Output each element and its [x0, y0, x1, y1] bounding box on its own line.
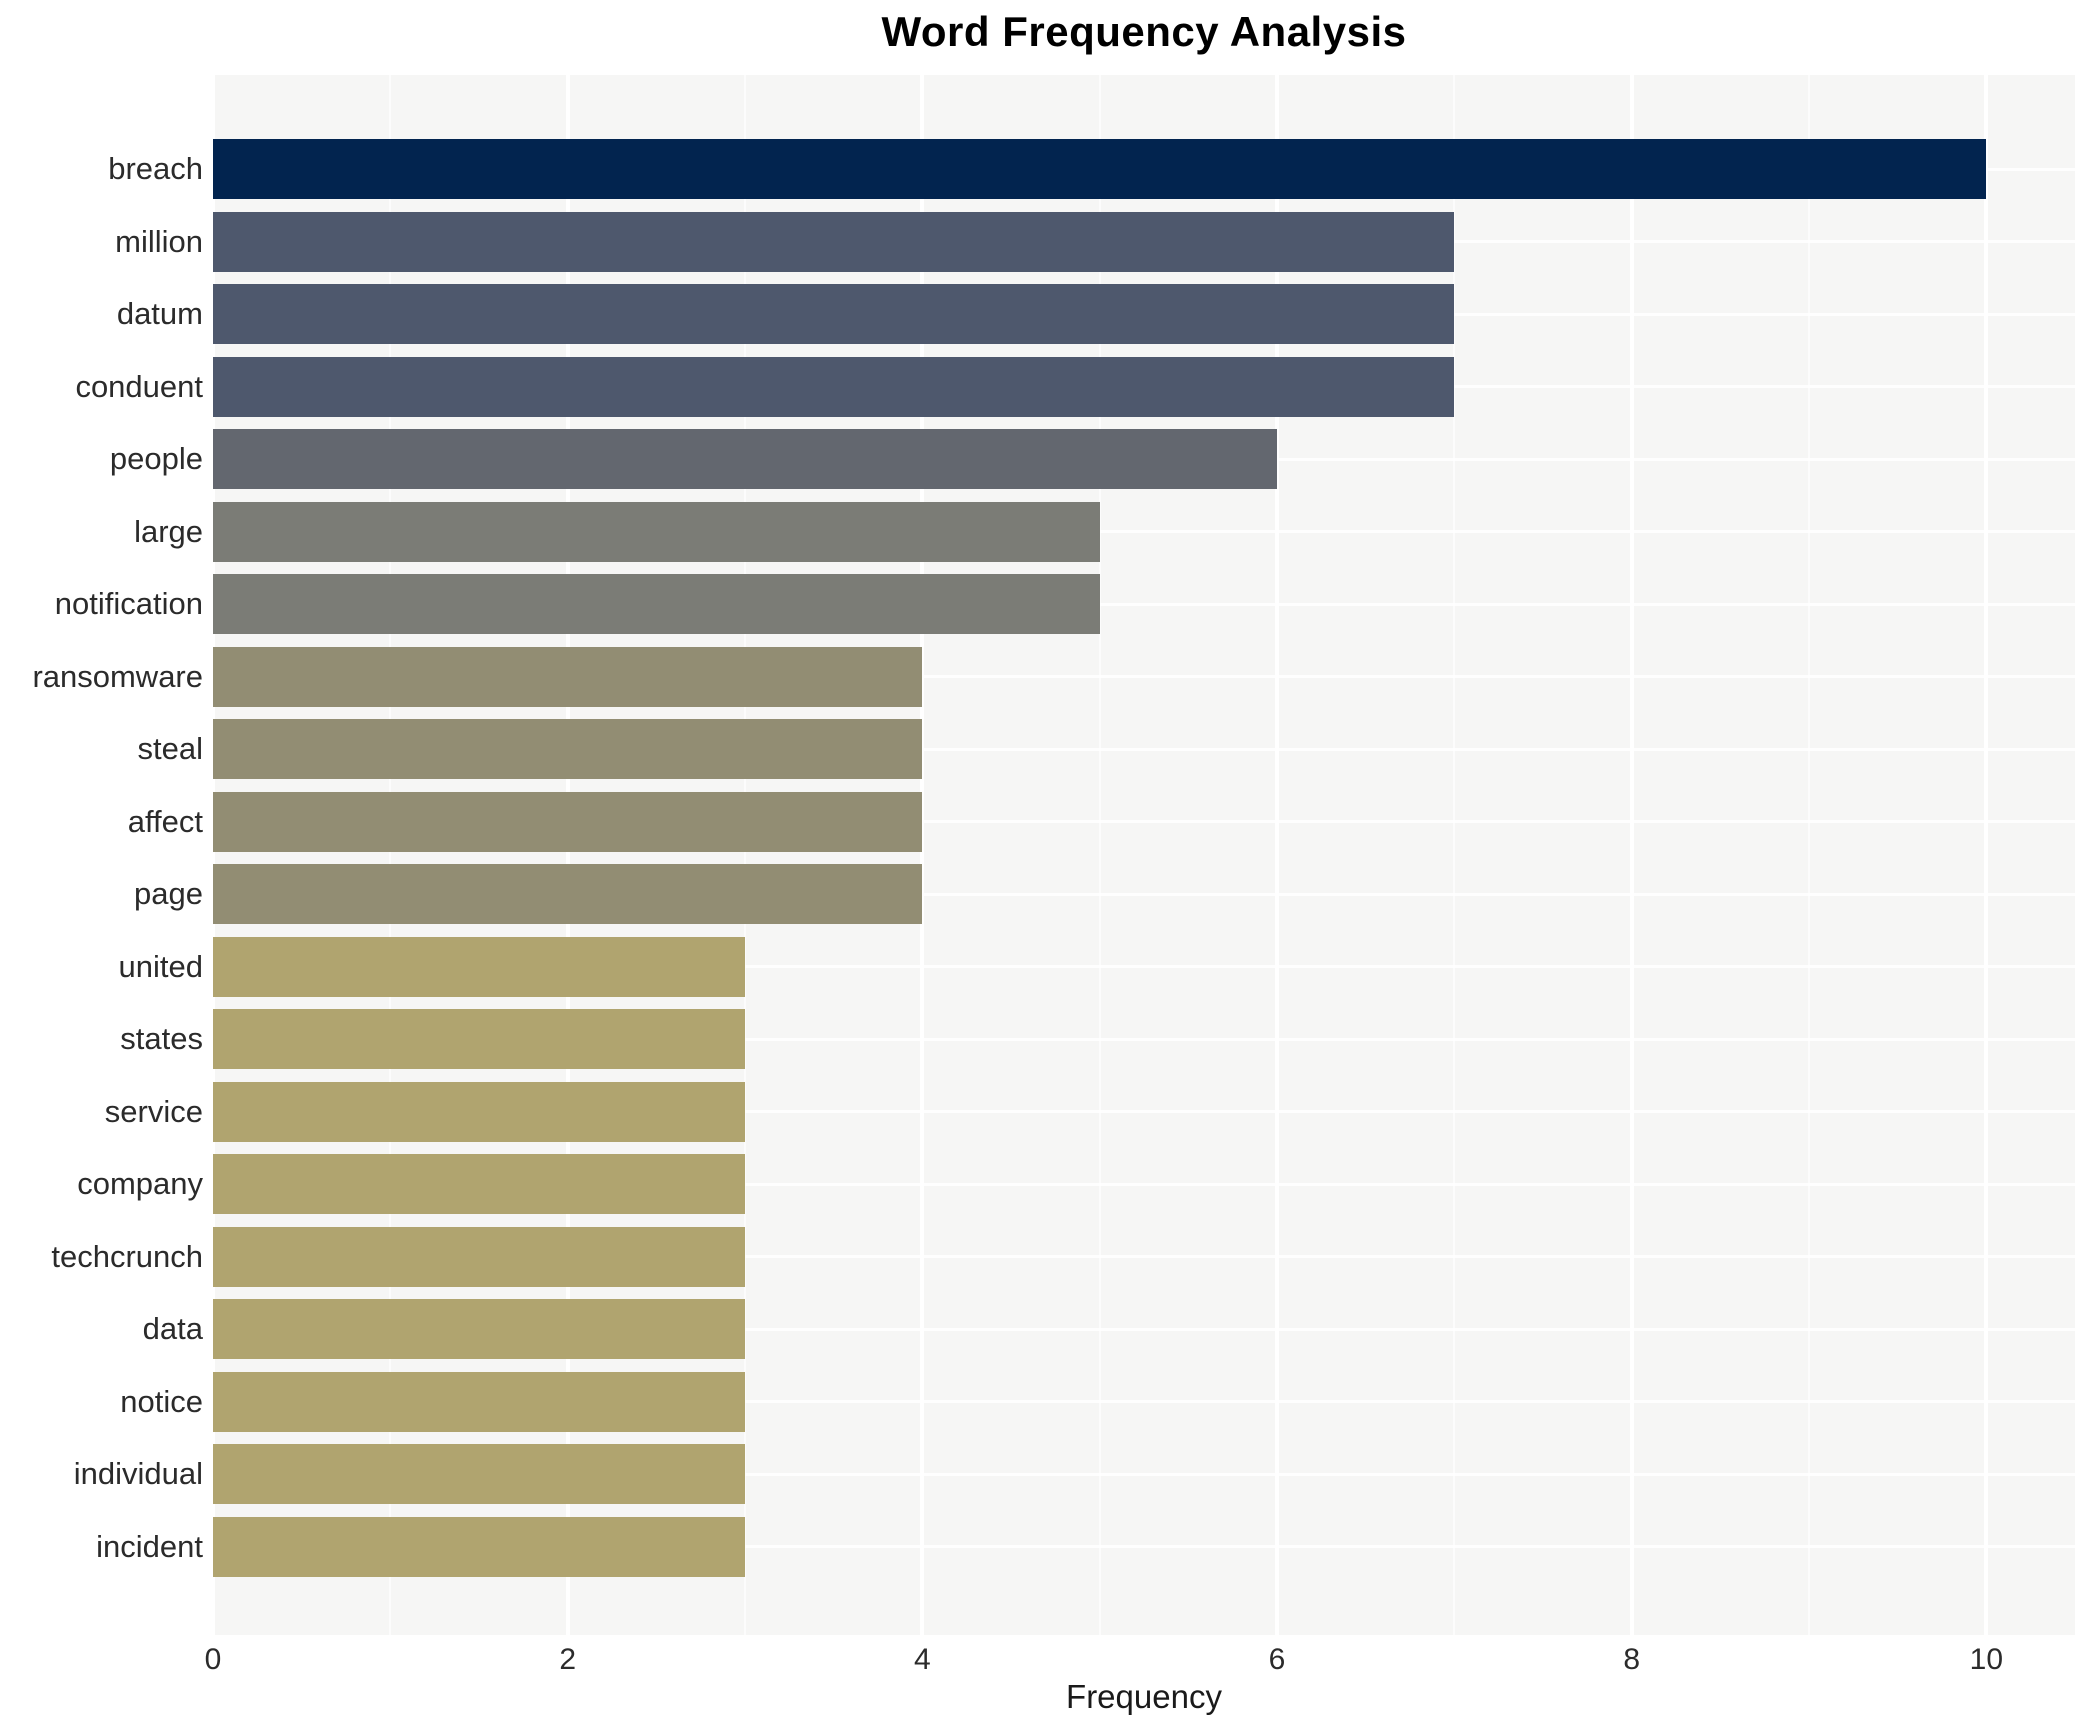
bar-row: ransomware — [32, 646, 2075, 707]
bar — [213, 1081, 745, 1142]
chart-title: Word Frequency Analysis — [881, 8, 1407, 55]
category-label: affect — [127, 803, 203, 839]
category-gridline — [213, 1400, 2075, 1404]
bar — [213, 646, 923, 707]
major-gridline — [920, 75, 925, 1635]
bar-row: datum — [117, 284, 2075, 345]
category-gridline — [213, 1182, 2075, 1186]
bar-row: notification — [55, 574, 2075, 635]
bar-rows: breach million datum conduent people large not… — [32, 75, 2075, 1635]
category-label: large — [134, 513, 203, 549]
category-gridline — [213, 1255, 2075, 1259]
category-label: page — [134, 876, 203, 912]
bar-row: affect — [128, 791, 2075, 852]
bar — [213, 864, 923, 925]
bar — [213, 1226, 745, 1287]
major-gridline — [211, 75, 215, 1635]
bar-row: service — [105, 1081, 2075, 1142]
bar — [213, 211, 1455, 272]
minor-gridline — [1098, 75, 1101, 1635]
bar — [213, 1444, 745, 1505]
category-label: ransomware — [32, 658, 203, 694]
category-label: techcrunch — [51, 1238, 203, 1274]
bar — [213, 356, 1455, 417]
minor-gridline — [744, 75, 746, 1635]
major-gridline — [565, 75, 570, 1635]
bar-row: people — [110, 429, 2075, 490]
bar-row: steal — [138, 719, 2075, 780]
bar — [213, 1516, 745, 1577]
category-label: million — [115, 223, 203, 259]
category-label: incident — [96, 1528, 203, 1564]
bar — [213, 501, 1100, 562]
bar-row: incident — [96, 1516, 2075, 1577]
bar-row: conduent — [75, 356, 2075, 417]
x-tick-label: 4 — [913, 1643, 931, 1676]
category-label: service — [104, 1093, 203, 1129]
category-gridline — [213, 965, 2075, 969]
bar — [213, 284, 1455, 345]
bar-row: million — [115, 211, 2075, 272]
x-tick-label: 2 — [559, 1643, 576, 1676]
major-gridline — [1629, 75, 1634, 1635]
category-label: breach — [108, 151, 203, 186]
bar — [213, 139, 1987, 199]
bar-row: united — [119, 936, 2075, 997]
category-gridline — [213, 530, 2075, 534]
minor-gridline — [1453, 75, 1456, 1635]
x-tick-label: 8 — [1623, 1643, 1640, 1676]
x-axis: 0 2 4 6 8 10 — [205, 1643, 2075, 1683]
category-gridline — [213, 892, 2075, 896]
category-gridline — [213, 820, 2075, 824]
category-label: company — [77, 1166, 203, 1202]
bar — [213, 429, 1277, 490]
bar — [213, 791, 923, 852]
bar — [213, 936, 745, 997]
bar — [213, 1299, 745, 1360]
bar-row: company — [77, 1154, 2075, 1215]
x-tick-label: 10 — [1969, 1643, 2004, 1676]
x-axis-title: Frequency — [1066, 1678, 1222, 1715]
bar-row: states — [120, 1009, 2075, 1070]
bar-row: techcrunch — [51, 1226, 2075, 1287]
category-label: data — [142, 1311, 203, 1347]
category-gridline — [213, 747, 2075, 751]
x-tick-label: 6 — [1268, 1643, 1286, 1676]
category-label: notice — [120, 1383, 203, 1419]
bar-row: individual — [74, 1444, 2075, 1505]
major-gridline — [1275, 75, 1279, 1635]
plot-area: breach million datum conduent people large not… — [32, 75, 2075, 1635]
major-gridline — [1984, 75, 1989, 1635]
bar-row: breach — [108, 139, 2075, 199]
category-label: individual — [73, 1456, 203, 1492]
minor-gridline — [389, 75, 392, 1635]
bar — [213, 1371, 745, 1432]
category-gridline — [213, 1327, 2075, 1331]
bar-row: notice — [120, 1371, 2075, 1432]
category-gridline — [213, 1110, 2075, 1114]
category-gridline — [213, 675, 2075, 679]
category-gridline — [213, 1545, 2075, 1549]
category-gridline — [213, 1037, 2075, 1041]
bar-row: page — [134, 864, 2075, 925]
category-label: people — [109, 441, 203, 477]
bar — [213, 719, 923, 780]
category-label: notification — [54, 586, 203, 622]
x-tick-label: 0 — [204, 1643, 222, 1676]
bar — [213, 1009, 745, 1070]
category-label: united — [118, 948, 203, 984]
bar-row: data — [143, 1299, 2075, 1360]
bar — [213, 574, 1100, 635]
category-gridline — [213, 1472, 2075, 1476]
category-gridline — [213, 602, 2075, 606]
category-label: states — [120, 1021, 203, 1057]
category-label: conduent — [75, 368, 203, 404]
minor-gridline — [1808, 75, 1810, 1635]
category-label: steal — [137, 731, 203, 767]
category-label: datum — [116, 296, 203, 332]
bar-row: large — [134, 501, 2075, 562]
bar — [213, 1154, 745, 1215]
